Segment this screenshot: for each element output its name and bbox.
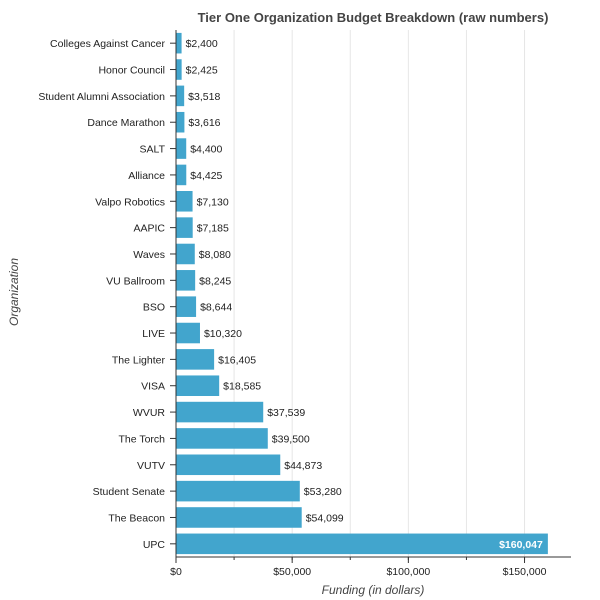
chart-title: Tier One Organization Budget Breakdown (… <box>198 10 549 25</box>
data-label: $160,047 <box>499 539 543 551</box>
data-label: $53,280 <box>304 486 342 498</box>
bars: $2,400 $2,425 $3,518 $3,616 $4,400 $4,425 $7,1… <box>176 32 548 555</box>
y-tick-label: VU Ballroom <box>106 275 165 287</box>
x-tick-label: $100,000 <box>386 566 430 578</box>
bar <box>176 401 264 423</box>
y-tick-label: Colleges Against Cancer <box>50 38 165 50</box>
bar <box>176 111 185 133</box>
data-label: $7,130 <box>197 196 229 208</box>
bar <box>176 454 281 476</box>
bar <box>176 217 193 238</box>
bar <box>176 270 196 291</box>
y-tick-label: Dance Marathon <box>87 117 165 129</box>
y-tick-label: Honor Council <box>98 65 165 77</box>
bar <box>176 32 182 54</box>
y-tick-label: BSO <box>143 302 165 314</box>
bar <box>176 480 300 502</box>
bar <box>176 243 195 265</box>
data-label: $8,245 <box>199 275 231 287</box>
y-tick-label: LIVE <box>142 328 165 340</box>
y-axis-title: Organization <box>7 258 21 326</box>
bar <box>176 296 197 317</box>
gridlines <box>233 30 526 557</box>
bar <box>176 85 185 107</box>
y-tick-label: The Beacon <box>108 512 165 524</box>
y-tick-label: The Torch <box>119 433 166 445</box>
x-tick-label: $50,000 <box>273 566 311 578</box>
data-label: $8,080 <box>199 249 231 261</box>
data-label: $2,425 <box>186 65 218 77</box>
x-tick-label: $150,000 <box>503 566 547 578</box>
y-tick-label: VISA <box>141 381 165 393</box>
x-tick-label: $0 <box>170 566 182 578</box>
data-label: $3,518 <box>188 91 220 103</box>
x-axis-title: Funding (in dollars) <box>322 583 425 597</box>
y-tick-label: Student Alumni Association <box>38 91 165 103</box>
y-tick-label: Alliance <box>128 170 165 182</box>
data-label: $4,425 <box>190 170 222 182</box>
data-label: $16,405 <box>218 354 256 366</box>
axes: Colleges Against Cancer Honor Council Stud… <box>38 30 571 578</box>
bar <box>176 428 268 449</box>
data-label: $8,644 <box>200 302 232 314</box>
y-tick-label: Valpo Robotics <box>95 196 165 208</box>
y-tick-label: WVUR <box>133 407 165 419</box>
bar <box>176 507 302 528</box>
data-label: $4,400 <box>190 144 222 156</box>
bar <box>176 533 548 555</box>
data-label: $37,539 <box>267 407 305 419</box>
y-tick-label: Waves <box>133 249 165 261</box>
data-label: $54,099 <box>306 512 344 524</box>
data-label: $39,500 <box>272 433 310 445</box>
data-label: $7,185 <box>197 223 229 235</box>
data-label: $18,585 <box>223 381 261 393</box>
bar <box>176 322 200 344</box>
data-label: $2,400 <box>186 38 218 50</box>
bar <box>176 59 182 80</box>
y-tick-label: SALT <box>140 144 166 156</box>
data-label: $44,873 <box>284 460 322 472</box>
data-label: $3,616 <box>188 117 220 129</box>
y-tick-label: The Lighter <box>112 354 166 366</box>
y-tick-label: Student Senate <box>93 486 166 498</box>
y-tick-label: UPC <box>143 539 166 551</box>
y-tick-label: AAPIC <box>133 223 165 235</box>
bar <box>176 190 193 212</box>
bar <box>176 375 220 397</box>
bar <box>176 349 215 370</box>
data-label: $10,320 <box>204 328 242 340</box>
y-tick-label: VUTV <box>137 460 165 472</box>
bar <box>176 164 187 186</box>
bar <box>176 138 187 159</box>
